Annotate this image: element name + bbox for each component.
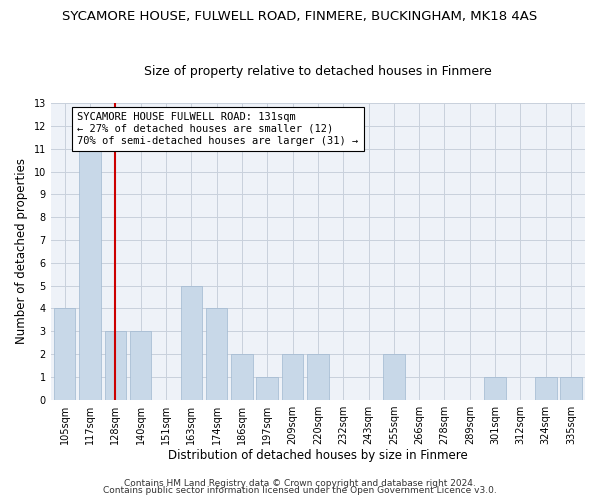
Bar	[307, 354, 329, 400]
Bar	[130, 331, 151, 400]
Bar	[79, 149, 101, 400]
Text: Contains HM Land Registry data © Crown copyright and database right 2024.: Contains HM Land Registry data © Crown c…	[124, 478, 476, 488]
Text: Contains public sector information licensed under the Open Government Licence v3: Contains public sector information licen…	[103, 486, 497, 495]
X-axis label: Distribution of detached houses by size in Finmere: Distribution of detached houses by size …	[168, 450, 468, 462]
Bar	[104, 331, 126, 400]
Bar	[54, 308, 76, 400]
Bar	[484, 377, 506, 400]
Bar	[282, 354, 304, 400]
Bar	[206, 308, 227, 400]
Bar	[256, 377, 278, 400]
Bar	[383, 354, 404, 400]
Text: SYCAMORE HOUSE FULWELL ROAD: 131sqm
← 27% of detached houses are smaller (12)
70: SYCAMORE HOUSE FULWELL ROAD: 131sqm ← 27…	[77, 112, 359, 146]
Bar	[535, 377, 557, 400]
Text: SYCAMORE HOUSE, FULWELL ROAD, FINMERE, BUCKINGHAM, MK18 4AS: SYCAMORE HOUSE, FULWELL ROAD, FINMERE, B…	[62, 10, 538, 23]
Bar	[560, 377, 582, 400]
Title: Size of property relative to detached houses in Finmere: Size of property relative to detached ho…	[144, 66, 492, 78]
Bar	[181, 286, 202, 400]
Y-axis label: Number of detached properties: Number of detached properties	[15, 158, 28, 344]
Bar	[231, 354, 253, 400]
